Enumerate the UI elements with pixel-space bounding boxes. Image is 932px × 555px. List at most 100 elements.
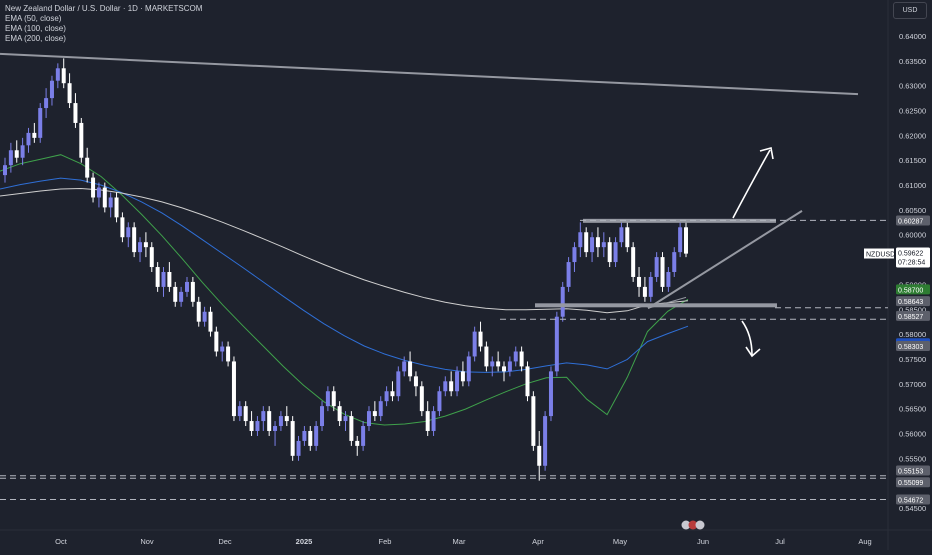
candle-body	[654, 257, 659, 277]
candle-body	[531, 396, 536, 446]
candle-body	[61, 68, 66, 84]
candle	[554, 311, 559, 377]
candle	[396, 366, 401, 402]
candle-body	[8, 150, 13, 166]
candle	[413, 371, 418, 397]
x-tick-label: 2025	[296, 537, 313, 546]
candle	[619, 220, 624, 248]
ema50-legend: EMA (50, close)	[5, 14, 62, 23]
candle	[390, 381, 395, 402]
candle	[384, 386, 389, 407]
candle	[654, 252, 659, 282]
candle	[267, 406, 272, 436]
candle-body	[678, 227, 683, 253]
candle	[502, 361, 507, 382]
chart-legend: New Zealand Dollar / U.S. Dollar · 1D · …	[5, 4, 202, 44]
candle-body	[237, 406, 242, 417]
y-tick-label: 0.63000	[899, 82, 926, 91]
candle-body	[314, 426, 319, 446]
candle	[625, 222, 630, 253]
candle-body	[284, 416, 289, 422]
candle-body	[273, 426, 278, 431]
candle-body	[302, 430, 307, 441]
price-level-tag: 0.58643	[896, 296, 930, 307]
candle	[595, 227, 600, 258]
candle	[537, 430, 542, 481]
x-tick-label: Feb	[379, 537, 392, 546]
candle	[120, 212, 125, 243]
y-tick-label: 0.62500	[899, 107, 926, 116]
candle-body	[44, 98, 49, 109]
candle	[290, 416, 295, 461]
candle	[408, 351, 413, 382]
candle-body	[502, 366, 507, 372]
bearish-arrow-head	[745, 346, 761, 358]
candle	[584, 227, 589, 258]
candle	[173, 281, 178, 307]
candle-body	[425, 411, 430, 431]
price-level-tag-bg	[896, 310, 930, 321]
candle-body	[460, 371, 465, 382]
candle-body	[449, 381, 454, 392]
candle-body	[73, 103, 78, 123]
price-level-tag-bg	[896, 477, 930, 488]
candle	[20, 137, 25, 166]
candle-body	[355, 440, 360, 446]
price-level-tag-bg	[896, 296, 930, 307]
candle-body	[190, 281, 195, 302]
current-price-tag-bg	[896, 247, 930, 268]
candle	[79, 117, 84, 163]
candle-body	[631, 247, 636, 277]
x-tick-label: Jun	[697, 537, 709, 546]
x-tick-label: Dec	[218, 537, 232, 546]
candle	[155, 262, 160, 292]
candle	[44, 88, 49, 118]
candle-body	[537, 445, 542, 466]
bullish-arrow-shaft	[732, 149, 771, 219]
candle	[613, 237, 618, 268]
candle-body	[343, 416, 348, 422]
y-tick-label: 0.64000	[899, 32, 926, 41]
candle	[601, 232, 606, 258]
candle	[525, 361, 530, 402]
candle-body	[85, 157, 90, 178]
y-tick-label: 0.57500	[899, 355, 926, 364]
candle-body	[267, 411, 272, 431]
candle-body	[126, 227, 131, 238]
candle-body	[255, 421, 260, 431]
ema200-legend: EMA (200, close)	[5, 34, 66, 43]
rising-trendline	[647, 210, 803, 310]
candle-body	[79, 122, 84, 158]
candle	[73, 93, 78, 128]
candle-body	[38, 108, 43, 138]
price-level-tag-bg	[896, 341, 930, 352]
candle	[26, 127, 31, 153]
currency-button[interactable]: USD	[893, 2, 927, 19]
y-tick-label: 0.61000	[899, 181, 926, 190]
candle	[143, 232, 148, 258]
price-level-tag-label: 0.54672	[898, 497, 923, 504]
candle	[284, 406, 289, 427]
candle	[261, 406, 266, 431]
price-level-tag-label: 0.58643	[898, 299, 923, 306]
candle-body	[419, 386, 424, 412]
candle-body	[49, 80, 54, 99]
candle-body	[642, 286, 647, 297]
symbol-tag-bg	[864, 248, 894, 259]
candle-body	[102, 187, 107, 208]
candle-body	[637, 276, 642, 287]
candle	[126, 222, 131, 248]
y-tick-label: 0.56000	[899, 429, 926, 438]
bearish-arrow-shaft	[741, 320, 753, 356]
candle-body	[613, 242, 618, 263]
price-level-tag-bg	[896, 284, 930, 295]
candle	[196, 296, 201, 327]
candle-body	[114, 197, 119, 218]
candle	[85, 147, 90, 183]
candle	[132, 222, 137, 258]
candle-body	[308, 430, 313, 446]
candle	[666, 267, 671, 292]
candle	[466, 351, 471, 387]
